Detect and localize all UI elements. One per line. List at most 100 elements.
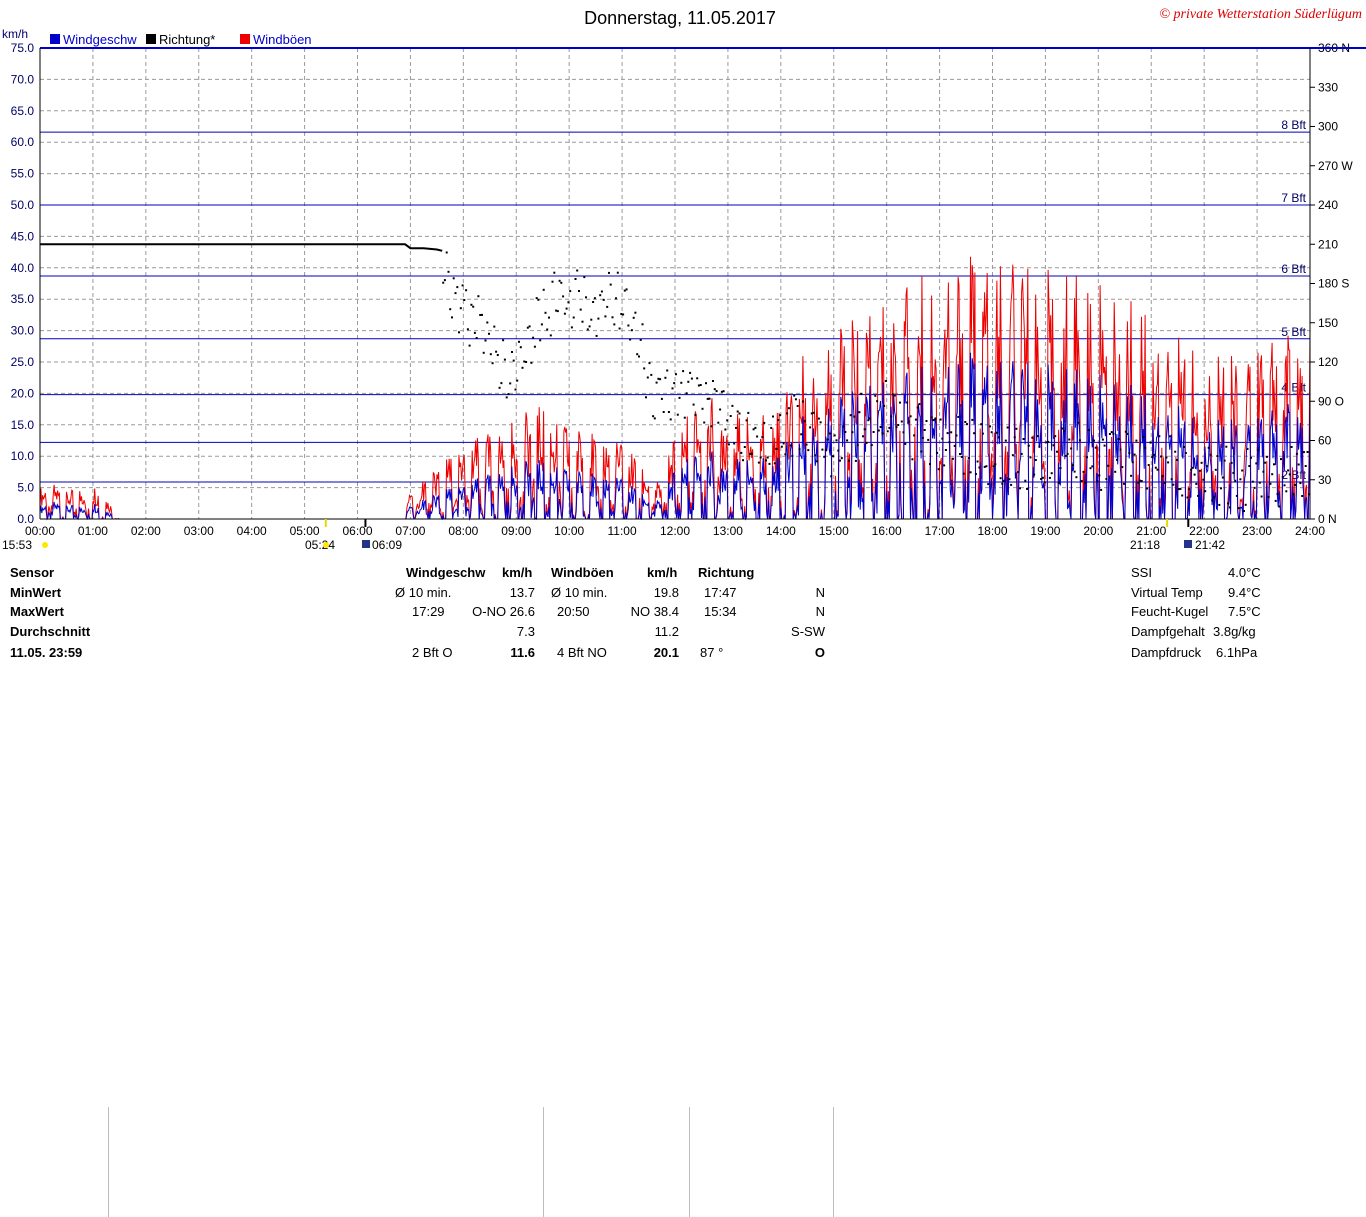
y-tick-label: 20.0 bbox=[11, 386, 35, 400]
direction-point bbox=[620, 313, 623, 315]
direction-point bbox=[1294, 483, 1297, 486]
extra-value-feucht-kugel: 7.5°C bbox=[1228, 604, 1261, 619]
direction-point bbox=[500, 382, 503, 385]
direction-point bbox=[985, 465, 988, 468]
direction-point bbox=[1306, 451, 1309, 453]
divider bbox=[543, 1107, 544, 1217]
direction-point bbox=[960, 455, 963, 458]
direction-point bbox=[680, 381, 683, 384]
legend-richtung: Richtung* bbox=[159, 32, 215, 47]
direction-point bbox=[1213, 496, 1215, 499]
direction-point bbox=[523, 360, 526, 363]
x-tick-label: 13:00 bbox=[713, 524, 743, 538]
x-tick-label: 16:00 bbox=[872, 524, 902, 538]
windboeen-min-b: 19.8 bbox=[653, 585, 679, 600]
y-tick-label: 5.0 bbox=[17, 481, 34, 495]
direction-point bbox=[472, 305, 475, 308]
direction-point bbox=[1041, 476, 1044, 479]
direction-point bbox=[1024, 479, 1027, 482]
direction-point bbox=[1271, 473, 1274, 476]
direction-point bbox=[583, 276, 586, 279]
beaufort-label: 7 Bft bbox=[1281, 191, 1306, 205]
direction-point bbox=[892, 393, 894, 396]
direction-point bbox=[664, 376, 667, 379]
direction-point bbox=[669, 418, 672, 421]
direction-point bbox=[569, 290, 572, 293]
direction-point bbox=[606, 305, 609, 308]
beaufort-label: 6 Bft bbox=[1281, 262, 1306, 276]
direction-point bbox=[1073, 470, 1076, 473]
direction-point bbox=[729, 415, 732, 417]
direction-point bbox=[592, 301, 595, 303]
direction-point bbox=[662, 411, 665, 413]
direction-point bbox=[1200, 461, 1203, 464]
windboeen-unit: km/h bbox=[647, 565, 678, 580]
direction-point bbox=[832, 455, 834, 458]
direction-point bbox=[810, 412, 813, 415]
direction-point bbox=[1161, 475, 1164, 478]
direction-point bbox=[1228, 506, 1231, 509]
extra-label-feucht-kugel: Feucht-Kugel bbox=[1131, 604, 1209, 619]
direction-point bbox=[1011, 454, 1014, 457]
direction-point bbox=[782, 442, 785, 445]
x-tick-label: 05:00 bbox=[290, 524, 320, 538]
direction-point bbox=[502, 339, 505, 342]
direction-point bbox=[528, 325, 531, 328]
direction-point bbox=[666, 369, 669, 372]
direction-point bbox=[923, 429, 926, 431]
direction-point bbox=[1281, 475, 1284, 478]
direction-point bbox=[948, 441, 951, 444]
direction-point bbox=[994, 463, 997, 466]
direction-point bbox=[1285, 490, 1288, 493]
marker-time-sunrise-time: 05:24 bbox=[305, 538, 335, 552]
direction-point bbox=[1160, 455, 1163, 458]
direction-point bbox=[830, 475, 833, 478]
direction-point bbox=[884, 380, 887, 382]
direction-point bbox=[706, 397, 709, 400]
direction-point bbox=[839, 459, 841, 462]
direction-point bbox=[456, 286, 459, 289]
direction-point bbox=[819, 421, 822, 424]
direction-point bbox=[980, 423, 983, 426]
direction-point bbox=[694, 414, 697, 416]
direction-point bbox=[1227, 502, 1230, 505]
y2-tick-label: 0 N bbox=[1318, 512, 1337, 526]
y-tick-label: 15.0 bbox=[11, 418, 35, 432]
direction-point bbox=[625, 288, 628, 291]
direction-point bbox=[899, 401, 901, 404]
direction-point bbox=[1191, 466, 1194, 469]
direction-point bbox=[673, 382, 676, 385]
windgeschw-min-b: 13.7 bbox=[509, 585, 535, 600]
direction-point bbox=[1211, 499, 1214, 502]
direction-point bbox=[1262, 470, 1265, 473]
direction-point bbox=[900, 420, 903, 423]
direction-point bbox=[574, 278, 577, 280]
direction-point bbox=[713, 388, 716, 391]
direction-point bbox=[897, 424, 900, 426]
direction-point bbox=[1133, 453, 1136, 456]
direction-point bbox=[842, 425, 845, 428]
extra-value-ssi: 4.0°C bbox=[1228, 565, 1261, 580]
direction-point bbox=[687, 380, 690, 383]
direction-point bbox=[600, 290, 603, 293]
direction-point bbox=[1246, 447, 1249, 450]
direction-point bbox=[671, 387, 674, 390]
direction-point bbox=[565, 307, 568, 310]
direction-point bbox=[1108, 433, 1111, 435]
direction-point bbox=[1221, 476, 1224, 479]
direction-point bbox=[1154, 466, 1157, 469]
direction-point bbox=[936, 451, 939, 454]
sun-icon bbox=[42, 542, 48, 548]
direction-point bbox=[1276, 493, 1279, 496]
direction-point bbox=[932, 419, 935, 422]
direction-point bbox=[629, 338, 632, 341]
direction-point bbox=[966, 423, 968, 426]
direction-point bbox=[1174, 450, 1177, 453]
direction-point bbox=[930, 416, 933, 419]
direction-point bbox=[525, 361, 528, 363]
direction-point bbox=[535, 297, 538, 300]
richtung-cur-a: 87 ° bbox=[700, 645, 724, 660]
y-tick-label: 35.0 bbox=[11, 292, 35, 306]
direction-point bbox=[650, 373, 653, 376]
direction-point bbox=[505, 396, 508, 399]
